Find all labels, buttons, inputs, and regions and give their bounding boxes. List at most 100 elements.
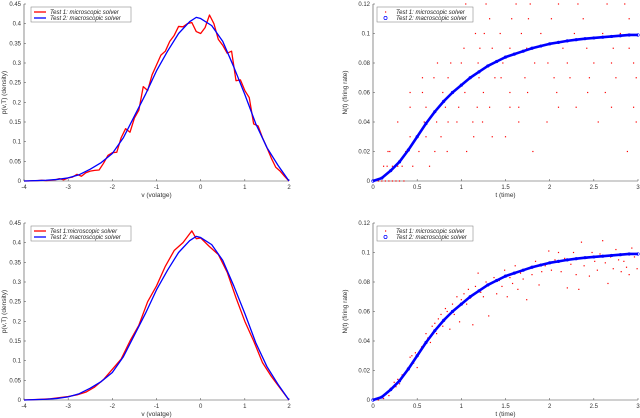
data-point (460, 299, 462, 301)
data-point (588, 77, 591, 79)
data-point (619, 32, 621, 35)
legend-box (30, 225, 132, 242)
data-point (411, 355, 413, 357)
data-point (548, 42, 552, 46)
data-point (512, 52, 516, 56)
data-point (466, 150, 468, 153)
data-point (458, 106, 460, 108)
data-point (401, 165, 403, 167)
data-point (522, 278, 524, 280)
data-point (450, 62, 452, 64)
data-point (442, 91, 444, 94)
data-point (628, 18, 630, 20)
x-tick-label: -1 (154, 185, 160, 191)
data-point (514, 265, 516, 267)
data-point (424, 121, 428, 126)
x-tick-label: 2.5 (590, 404, 599, 410)
data-point (610, 256, 612, 258)
data-point (593, 62, 595, 64)
data-point (450, 90, 455, 95)
x-tick-label: -3 (65, 404, 71, 410)
y-tick-label: 0.02 (358, 150, 370, 156)
data-point (421, 77, 424, 79)
data-point (572, 251, 575, 254)
x-tick-label: 0 (371, 404, 375, 410)
data-point (573, 32, 575, 35)
x-axis-label: v (volatge) (141, 411, 171, 418)
data-point (560, 271, 562, 273)
data-point (429, 341, 432, 344)
data-point (483, 32, 485, 35)
data-point (612, 47, 614, 49)
y-tick-label: 0 (18, 398, 22, 404)
data-point (416, 366, 418, 369)
x-tick-label: -2 (110, 185, 116, 191)
chart-panel-4: 0 0.5 1 1.5 2 2.5 3 0 0.02 0.04 0.06 0.08 0.1 0.12 t (… (342, 221, 640, 418)
y-tick-label: 0.04 (358, 120, 370, 126)
y-tick-label: 0.35 (9, 41, 21, 47)
data-point (386, 165, 388, 167)
data-point (635, 121, 637, 123)
data-point (601, 254, 605, 258)
series-line-2 (23, 16, 290, 182)
y-tick-label: 0.02 (358, 369, 370, 375)
data-point (632, 62, 635, 64)
data-point (389, 169, 393, 173)
legend-label: Test 2: macroscopic solver (50, 235, 122, 241)
data-point (570, 263, 572, 265)
data-point (434, 322, 436, 324)
data-point (557, 3, 560, 5)
data-point (502, 62, 504, 64)
data-point (482, 296, 485, 298)
data-point (397, 165, 399, 167)
x-tick-label: 0.5 (413, 185, 422, 191)
data-point (425, 333, 427, 335)
data-point (458, 321, 461, 323)
data-point (599, 253, 601, 255)
data-point (380, 176, 384, 180)
data-point (631, 247, 633, 249)
data-point (509, 47, 511, 49)
legend-label: Test 2: macroscopic solver (396, 235, 468, 241)
legend-box (376, 6, 474, 23)
data-point (547, 62, 549, 64)
data-point (569, 77, 571, 79)
data-point (526, 91, 529, 94)
data-point (556, 91, 558, 94)
data-point (504, 136, 507, 138)
data-point (506, 296, 508, 298)
y-tick-label: 0.3 (13, 280, 22, 286)
data-point (388, 394, 390, 397)
data-point (495, 59, 499, 64)
data-point (384, 180, 386, 182)
data-point (418, 150, 420, 153)
data-point (556, 259, 561, 263)
data-point (415, 354, 419, 358)
chart-panel-2: 0 0.5 1 1.5 2 2.5 3 0 0.02 0.04 0.06 0.08 0.1 0.12 t (… (342, 2, 640, 199)
data-point (465, 3, 467, 5)
legend-label: Test 1: microscopic solver (50, 10, 120, 16)
data-point (488, 315, 490, 317)
x-tick-label: -3 (65, 185, 71, 191)
y-tick-label: 0.4 (13, 22, 22, 28)
data-point (412, 165, 414, 167)
data-point (447, 77, 449, 79)
data-point (383, 165, 385, 167)
data-point (491, 136, 493, 138)
data-point (428, 165, 431, 167)
data-point (493, 276, 495, 279)
data-point (377, 399, 379, 401)
legend-label: Test 1: microscopic solver (396, 229, 466, 235)
data-point (391, 180, 394, 182)
data-point (425, 106, 427, 108)
data-point (615, 77, 617, 79)
data-point (540, 32, 542, 35)
data-point (588, 275, 591, 277)
legend-label: Test 1: microscopic solver (396, 10, 466, 16)
y-tick-label: 0.25 (9, 300, 21, 306)
x-axis-label: t (time) (495, 192, 515, 199)
data-point (618, 253, 622, 257)
data-point (397, 121, 399, 123)
